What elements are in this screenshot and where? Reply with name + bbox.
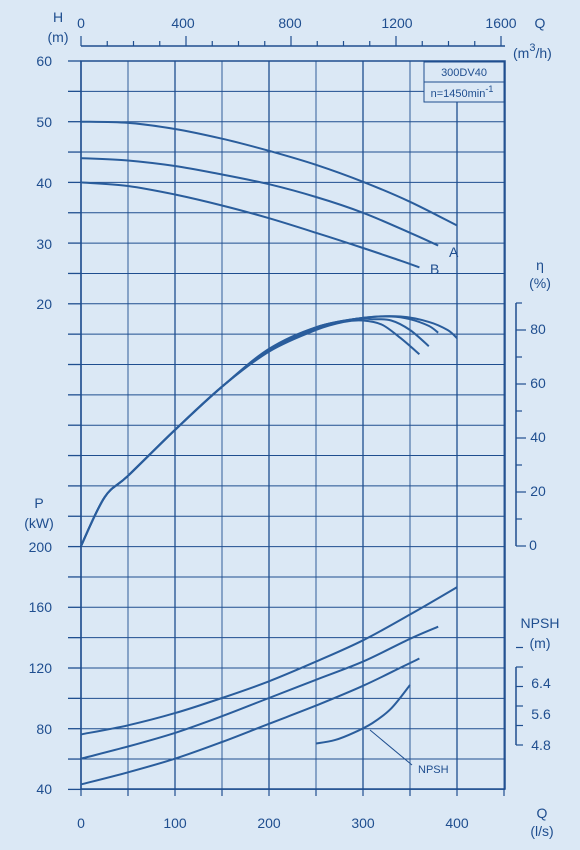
bottom-tick-0: 0 (77, 815, 85, 831)
efficiency-tick-60: 60 (530, 375, 546, 391)
curve-label-b: B (430, 261, 439, 277)
speed-label: n=1450min-1 (431, 84, 494, 100)
npsh-tick-6.4: 6.4 (531, 675, 551, 691)
head-tick-20: 20 (36, 296, 52, 312)
top-tick-400: 400 (171, 15, 195, 31)
power-curve-1 (80, 625, 439, 760)
top-tick-1600: 1600 (485, 15, 516, 31)
model-name: 300DV40 (441, 67, 487, 79)
power-tick-40: 40 (36, 781, 52, 797)
npsh-tick-5.6: 5.6 (531, 706, 551, 722)
bottom-tick-300: 300 (351, 815, 375, 831)
npsh-curve-0 (315, 684, 411, 745)
head-tick-50: 50 (36, 114, 52, 130)
head-curve-2 (80, 181, 420, 269)
power-curve-2 (80, 657, 420, 786)
efficiency-axis-label: η (536, 257, 544, 273)
top-tick-1200: 1200 (381, 15, 412, 31)
efficiency-tick-40: 40 (530, 429, 546, 445)
top-tick-0: 0 (77, 15, 85, 31)
head-axis-unit: (m) (48, 29, 69, 45)
head-curve-0 (80, 120, 458, 227)
npsh-leader-line (369, 729, 413, 766)
curves (80, 120, 458, 786)
power-tick-80: 80 (36, 721, 52, 737)
bottom-tick-400: 400 (445, 815, 469, 831)
top-tick-800: 800 (278, 15, 302, 31)
efficiency-tick-0: 0 (529, 537, 537, 553)
bottom-axis-unit: (l/s) (530, 823, 553, 839)
model-info-box: 300DV40 n=1450min-1 (423, 61, 505, 103)
head-curve-1 (80, 157, 439, 247)
curve-label-a: A (449, 244, 459, 260)
head-axis: H (m) 60 50 40 30 20 (36, 9, 68, 312)
efficiency-axis: η (%) 80 60 40 20 0 (515, 257, 551, 553)
efficiency-curve-3 (80, 315, 458, 547)
power-tick-120: 120 (29, 660, 53, 676)
bottom-tick-100: 100 (163, 815, 187, 831)
power-curve-0 (80, 586, 458, 736)
efficiency-axis-unit: (%) (529, 275, 551, 291)
npsh-axis-unit: (m) (530, 635, 551, 651)
bottom-tick-200: 200 (257, 815, 281, 831)
head-tick-30: 30 (36, 236, 52, 252)
bottom-axis-q-label: Q (537, 805, 548, 821)
top-axis-q-label: Q (535, 15, 546, 31)
grid (68, 60, 526, 796)
power-tick-200: 200 (29, 539, 53, 555)
top-axis-unit: (m3/h) (513, 42, 552, 61)
npsh-tick-4.8: 4.8 (531, 737, 551, 753)
top-axis: 0 400 800 1200 1600 Q (m3/h) (77, 15, 552, 61)
efficiency-tick-80: 80 (530, 321, 546, 337)
power-axis: P (kW) 200 160 120 80 40 (24, 495, 54, 797)
npsh-annotation: NPSH (418, 764, 449, 776)
power-axis-unit: (kW) (24, 515, 54, 531)
head-axis-label: H (53, 9, 63, 25)
power-tick-160: 160 (29, 599, 53, 615)
head-tick-60: 60 (36, 53, 52, 69)
npsh-axis-label: NPSH (521, 615, 560, 631)
head-tick-40: 40 (36, 175, 52, 191)
power-axis-label: P (34, 495, 43, 511)
npsh-axis: NPSH (m) 6.4 5.6 4.8 (515, 615, 560, 753)
bottom-axis: 0 100 200 300 400 Q (l/s) (77, 805, 554, 839)
efficiency-tick-20: 20 (530, 483, 546, 499)
